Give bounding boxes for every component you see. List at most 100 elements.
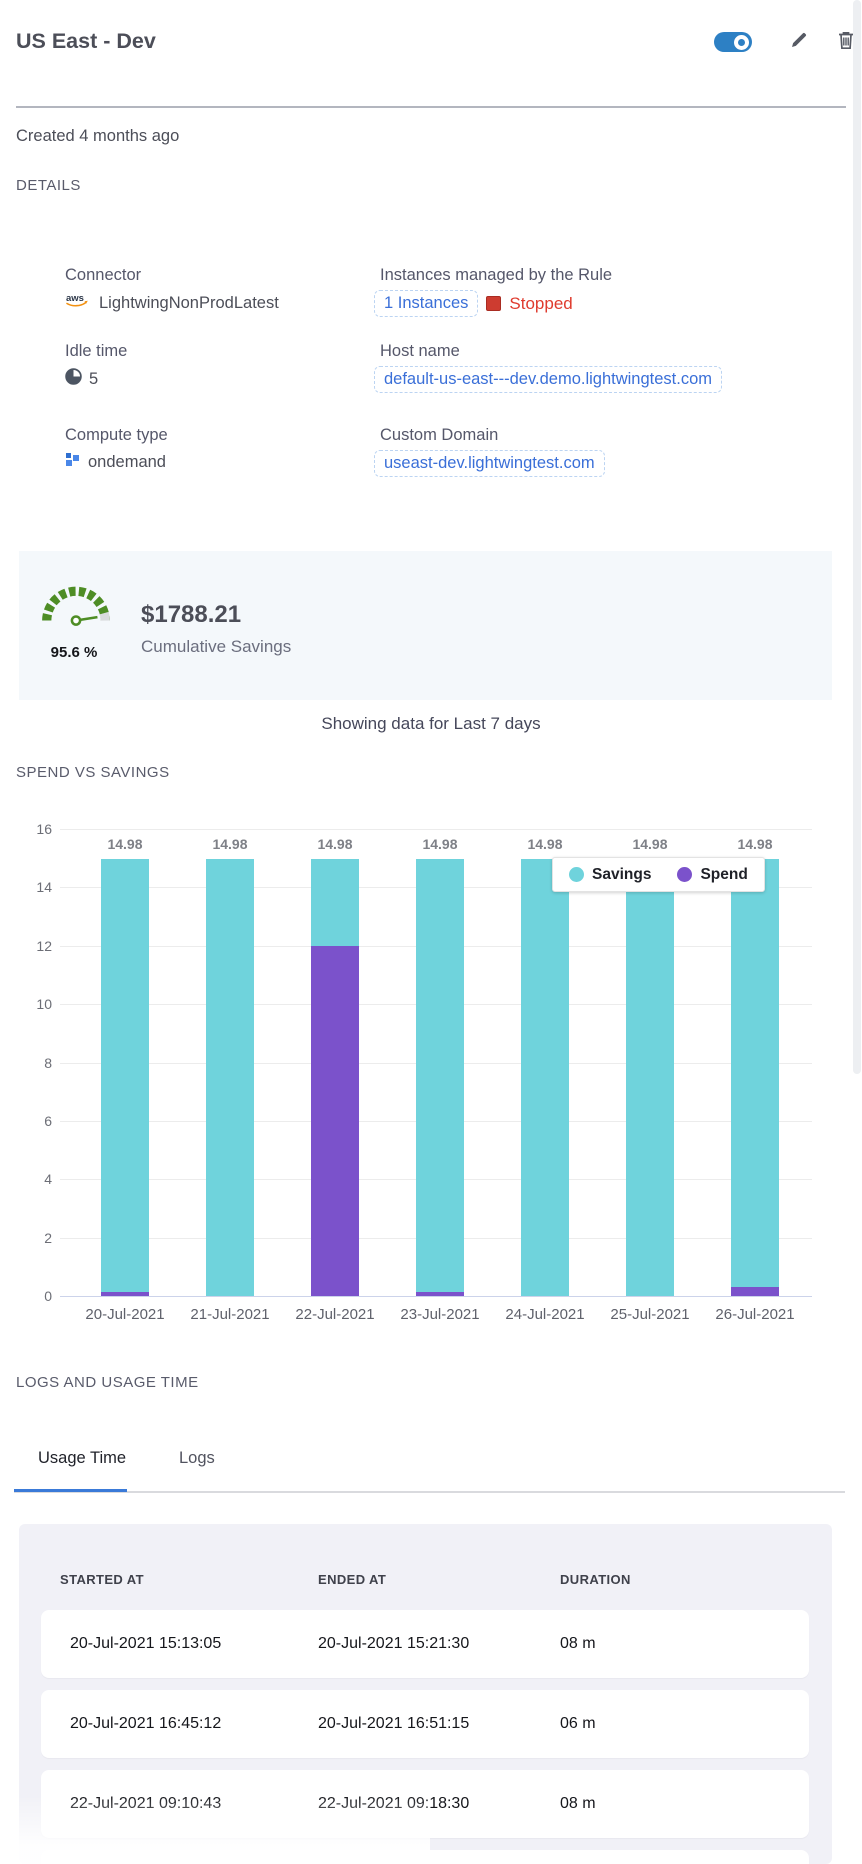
tabs-baseline: [14, 1491, 845, 1493]
chart-legend: Savings Spend: [552, 857, 765, 892]
row1-ended-at: 20-Jul-2021 15:21:30: [318, 1635, 470, 1652]
savings-segment-20-Jul-2021: [101, 858, 149, 1292]
host-name-label: Host name: [380, 342, 460, 360]
x-axis-label-22-Jul-2021: 22-Jul-2021: [295, 1306, 375, 1323]
aws-logo-icon: aws: [65, 292, 92, 314]
legend-dot-savings: [569, 867, 584, 882]
col-duration: DURATION: [560, 1572, 631, 1587]
table-row: 20-Jul-2021 16:45:12 20-Jul-2021 16:51:15…: [41, 1690, 809, 1758]
details-section-title: DETAILS: [16, 177, 81, 194]
bar-21-Jul-2021: [206, 829, 254, 1296]
idle-clock-icon: [65, 368, 82, 390]
row2-started-at: 20-Jul-2021 16:45:12: [70, 1715, 222, 1732]
y-axis-tick-6: 6: [44, 1112, 52, 1129]
savings-segment-24-Jul-2021: [521, 858, 569, 1296]
savings-gauge-icon: [37, 578, 115, 633]
host-name-chip-wrap: default-us-east---dev.demo.lightwingtest…: [374, 366, 723, 393]
legend-dot-spend: [677, 867, 693, 882]
legend-label-spend: Spend: [700, 865, 748, 883]
table-row: 22-Jul-2021 09:10:43 22-Jul-2021 09:18:30…: [41, 1770, 809, 1838]
instances-label: Instances managed by the Rule: [380, 266, 613, 284]
created-ago-text: Created 4 months ago: [16, 127, 180, 145]
savings-amount: $1788.21: [141, 601, 242, 628]
stopped-status-icon: [486, 296, 502, 311]
y-axis-tick-2: 2: [44, 1229, 52, 1246]
savings-segment-25-Jul-2021: [626, 858, 674, 1296]
bar-value-label-23-Jul-2021: 14.98: [422, 835, 458, 852]
compute-type-label: Compute type: [65, 426, 168, 444]
rule-enabled-toggle[interactable]: [714, 32, 752, 52]
gridline-y0: [60, 1296, 812, 1297]
stopped-status-text: Stopped: [509, 293, 573, 313]
edit-pencil-icon[interactable]: [789, 31, 808, 55]
logs-section-title: LOGS AND USAGE TIME: [16, 1374, 199, 1391]
chart-section-title: SPEND VS SAVINGS: [16, 764, 170, 781]
spend-segment-26-Jul-2021: [731, 1287, 779, 1296]
col-started-at: STARTED AT: [60, 1572, 144, 1587]
row1-duration: 08 m: [560, 1635, 596, 1652]
data-range-note: Showing data for Last 7 days: [321, 714, 541, 733]
x-axis-label-26-Jul-2021: 26-Jul-2021: [715, 1306, 795, 1323]
spend-segment-22-Jul-2021: [311, 945, 359, 1296]
savings-segment-22-Jul-2021: [311, 858, 359, 946]
y-axis-tick-12: 12: [36, 937, 52, 954]
host-name-link[interactable]: default-us-east---dev.demo.lightwingtest…: [374, 366, 723, 393]
y-axis-tick-8: 8: [44, 1054, 52, 1071]
savings-caption: Cumulative Savings: [141, 637, 292, 656]
usage-table-rows: 20-Jul-2021 15:13:05 20-Jul-2021 15:21:30…: [41, 1610, 809, 1864]
compute-type-value: ondemand: [65, 452, 166, 473]
bar-25-Jul-2021: [626, 829, 674, 1296]
idle-time-value: 5: [65, 368, 98, 390]
x-axis-label-21-Jul-2021: 21-Jul-2021: [190, 1306, 270, 1323]
tab-usage-time[interactable]: Usage Time: [38, 1449, 127, 1467]
legend-item-savings[interactable]: Savings: [569, 866, 651, 884]
page-scrollbar[interactable]: [853, 0, 861, 1074]
row3-ended-at: 22-Jul-2021 09:18:30: [318, 1795, 470, 1812]
active-tab-underline: [14, 1489, 127, 1492]
legend-item-spend[interactable]: Spend: [677, 865, 748, 884]
y-axis-tick-4: 4: [44, 1171, 52, 1188]
instances-value-row: 1 Instances Stopped: [374, 290, 573, 317]
tab-logs[interactable]: Logs: [179, 1449, 215, 1467]
row3-duration: 08 m: [560, 1795, 596, 1812]
row3-started-at: 22-Jul-2021 09:10:43: [70, 1795, 222, 1812]
y-axis-tick-16: 16: [36, 821, 52, 837]
bar-value-label-24-Jul-2021: 14.98: [527, 835, 563, 852]
x-axis-label-23-Jul-2021: 23-Jul-2021: [400, 1306, 480, 1323]
custom-domain-chip-wrap: useast-dev.lightwingtest.com: [374, 450, 605, 477]
custom-domain-link[interactable]: useast-dev.lightwingtest.com: [374, 450, 605, 477]
legend-label-savings: Savings: [592, 865, 652, 883]
y-axis-tick-14: 14: [36, 879, 52, 896]
instances-count-link[interactable]: 1 Instances: [374, 290, 479, 317]
row2-duration: 06 m: [560, 1715, 596, 1732]
savings-segment-21-Jul-2021: [206, 858, 254, 1296]
col-ended-at: ENDED AT: [318, 1572, 387, 1587]
bar-24-Jul-2021: [521, 829, 569, 1296]
usage-table-panel: STARTED AT ENDED AT DURATION 20-Jul-2021…: [19, 1524, 832, 1864]
x-axis-label-20-Jul-2021: 20-Jul-2021: [85, 1306, 165, 1323]
bar-value-label-20-Jul-2021: 14.98: [107, 835, 143, 852]
svg-text:aws: aws: [66, 293, 84, 304]
delete-trash-icon[interactable]: [837, 30, 855, 55]
connector-label: Connector: [65, 266, 142, 284]
savings-segment-26-Jul-2021: [731, 858, 779, 1288]
chart-plot: 0 2 4 6 8 10 12 14 16 14.98 20-Jul-2021 14.98 21-Jul…: [36, 821, 812, 1323]
page-title: US East - Dev: [16, 29, 156, 53]
cumulative-savings-card: 95.6 % $1788.21 Cumulative Savings: [19, 551, 832, 700]
table-row-partial: [41, 1850, 809, 1864]
x-axis-label-24-Jul-2021: 24-Jul-2021: [505, 1306, 585, 1323]
table-row: 20-Jul-2021 15:13:05 20-Jul-2021 15:21:30…: [41, 1610, 809, 1678]
row1-started-at: 20-Jul-2021 15:13:05: [70, 1635, 222, 1652]
spend-segment-23-Jul-2021: [416, 1291, 464, 1296]
savings-percent: 95.6 %: [50, 644, 98, 661]
spend-segment-20-Jul-2021: [101, 1291, 149, 1296]
y-axis-tick-10: 10: [36, 996, 52, 1013]
toggle-knob: [734, 34, 749, 50]
y-axis-tick-0: 0: [44, 1288, 52, 1304]
savings-segment-23-Jul-2021: [416, 858, 464, 1292]
bar-22-Jul-2021: [311, 829, 359, 1296]
bar-23-Jul-2021: [416, 829, 464, 1296]
bar-26-Jul-2021: [731, 829, 779, 1296]
bar-20-Jul-2021: [101, 829, 149, 1296]
